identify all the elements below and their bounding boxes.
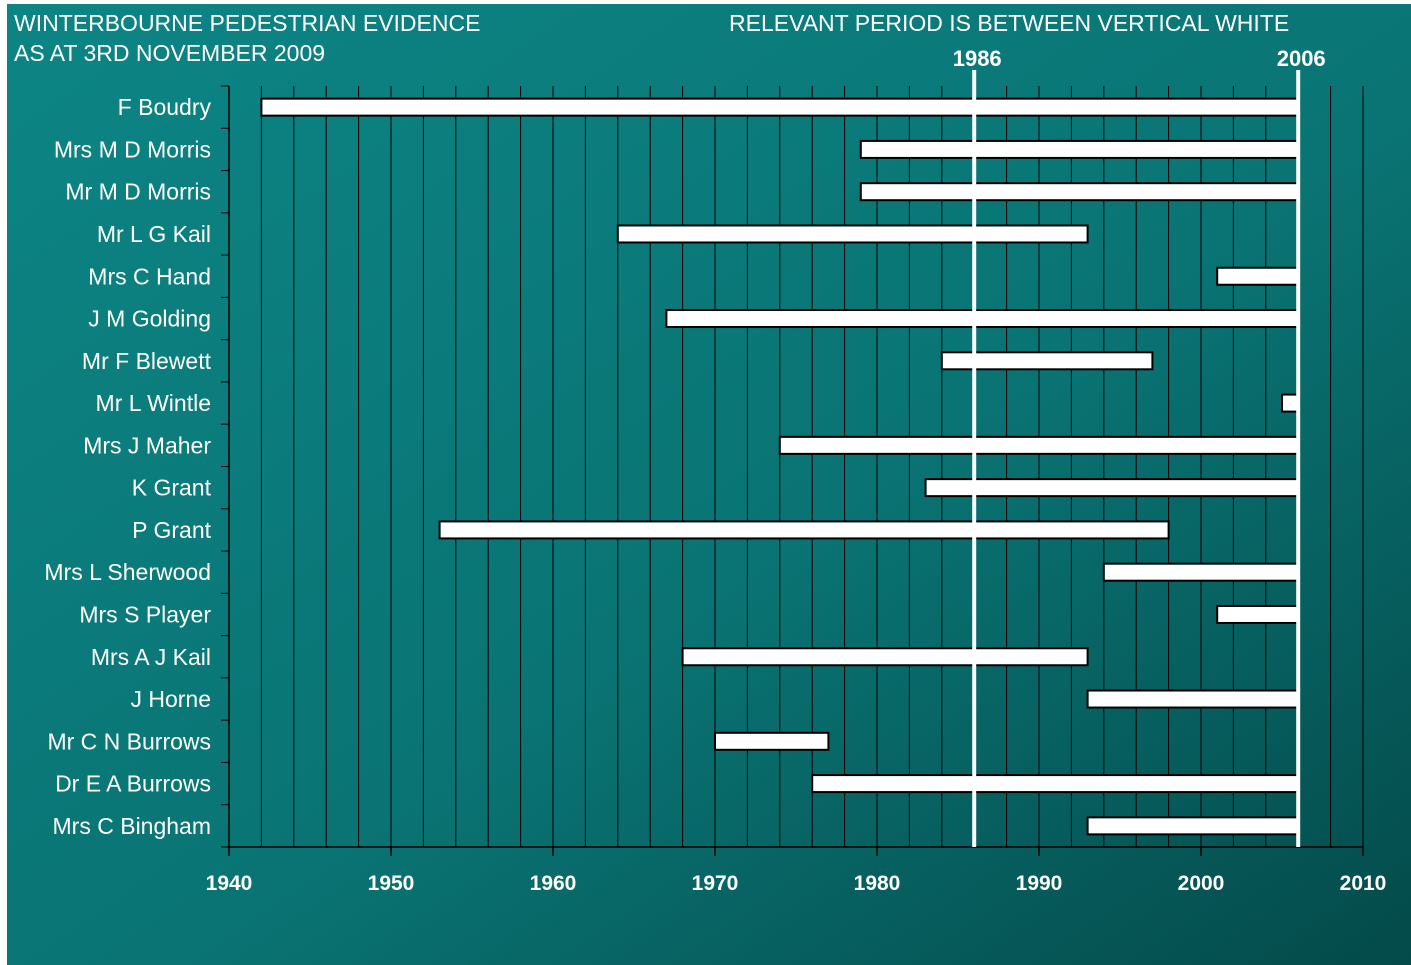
bar-mrs-a-j-kail [681,647,1089,667]
category-label: Mr F Blewett [82,348,212,374]
reference-label-2006: 2006 [1277,46,1326,71]
category-label: F Boudry [118,94,212,120]
category-label: Mrs C Bingham [53,813,211,839]
bar-k-grant [924,478,1300,498]
bar-mrs-l-sherwood [1102,562,1300,582]
x-tick-labels: 1940 1950 1960 1970 1980 1990 2000 2010 [206,872,1387,895]
category-label: J M Golding [88,306,211,332]
x-tick-label-1950: 1950 [368,872,415,895]
category-label: Dr E A Burrows [55,771,211,797]
category-label: Mr L Wintle [96,390,211,416]
chart-title-line-1: WINTERBOURNE PEDESTRIAN EVIDENCE [14,10,481,36]
chart-bars [260,97,1300,836]
bar-p-grant [438,520,1170,540]
chart-title-line-2: AS AT 3RD NOVEMBER 2009 [14,40,326,66]
x-tick-label-1970: 1970 [692,872,739,895]
bar-dr-e-a-burrows [811,774,1300,794]
bar-mr-m-d-morris [859,182,1300,202]
relevant-period-note: RELEVANT PERIOD IS BETWEEN VERTICAL WHIT… [729,10,1290,36]
chart-axes [221,85,1364,856]
category-label: Mrs A J Kail [91,644,211,670]
bar-j-horne [1086,689,1300,709]
category-label: P Grant [132,517,211,543]
category-label: Mr L G Kail [97,221,211,247]
category-label: Mr C N Burrows [47,728,211,754]
x-tick-label-2000: 2000 [1178,872,1225,895]
category-label: Mrs M D Morris [54,136,211,162]
category-label: K Grant [132,475,212,501]
x-tick-label-1980: 1980 [854,872,901,895]
bar-mr-c-n-burrows [714,731,830,751]
category-label: Mr M D Morris [65,179,211,205]
bar-mr-l-g-kail [616,224,1089,244]
bar-mrs-j-maher [778,435,1300,455]
bar-mrs-s-player [1216,604,1300,624]
x-tick-label-1960: 1960 [530,872,577,895]
bar-j-m-golding [665,309,1300,329]
bar-f-boudry [260,97,1300,117]
x-tick-label-2010: 2010 [1340,872,1387,895]
category-label: J Horne [130,686,211,712]
bar-mrs-c-bingham [1086,816,1300,836]
bar-mr-f-blewett [940,351,1154,371]
category-labels: F Boudry Mrs M D Morris Mr M D Morris Mr L … [44,94,211,839]
bar-mrs-c-hand [1216,266,1300,286]
category-label: Mrs J Maher [83,432,211,458]
reference-lines: 1986 2006 [953,46,1326,847]
category-label: Mrs S Player [79,601,211,627]
x-tick-label-1940: 1940 [206,872,253,895]
x-tick-label-1990: 1990 [1016,872,1063,895]
category-label: Mrs C Hand [88,263,211,289]
bar-mr-l-wintle [1281,393,1300,413]
category-label: Mrs L Sherwood [44,559,211,585]
bar-mrs-m-d-morris [859,139,1300,159]
reference-label-1986: 1986 [953,46,1002,71]
grid-lines [260,86,1364,847]
